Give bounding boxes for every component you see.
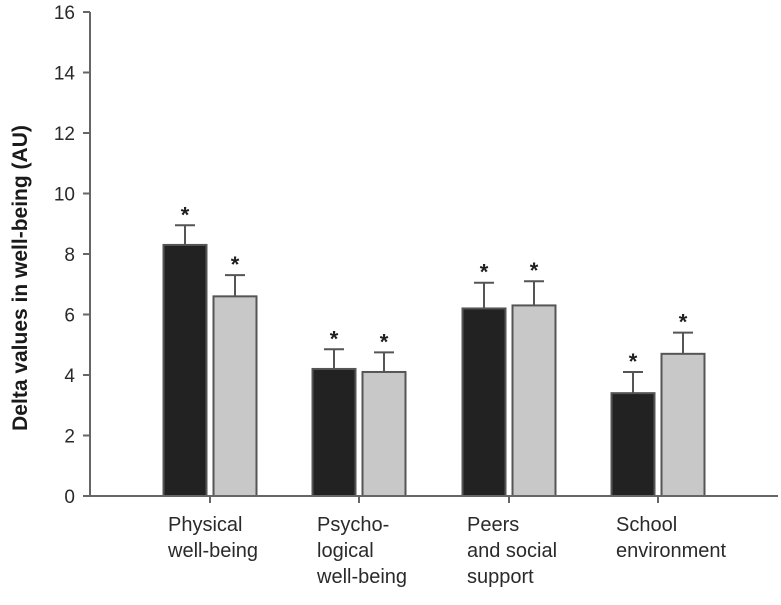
category-label-3-line-1: Peers bbox=[467, 514, 519, 536]
significance-star-series2-4: * bbox=[679, 310, 688, 335]
significance-star-series2-2: * bbox=[380, 329, 389, 354]
y-tick-label-6: 6 bbox=[64, 306, 75, 327]
category-label-4-line-1: School bbox=[616, 514, 677, 536]
bars bbox=[162, 243, 706, 498]
bar-series1-3 bbox=[461, 307, 507, 498]
significance-star-series1-4: * bbox=[629, 349, 638, 374]
y-tick-label-14: 14 bbox=[54, 64, 76, 85]
bar-series2-3 bbox=[511, 304, 557, 497]
category-label-2-line-1: Psycho- bbox=[317, 514, 389, 536]
category-label-2-line-2: logical bbox=[317, 540, 374, 562]
y-tick-label-12: 12 bbox=[54, 124, 75, 145]
bar-series2-4 bbox=[660, 352, 706, 498]
bar-series2-2 bbox=[361, 370, 407, 498]
y-tick-label-16: 16 bbox=[54, 3, 75, 24]
bar-series2-1 bbox=[212, 295, 258, 497]
significance-star-series2-3: * bbox=[530, 258, 539, 283]
significance-star-series1-3: * bbox=[480, 260, 489, 285]
x-ticks: Physical well-being Psycho-logical well-bei… bbox=[167, 496, 727, 588]
category-label-4-line-2: environment bbox=[616, 540, 727, 562]
category-label-1-line-1: Physical bbox=[168, 514, 242, 536]
y-tick-label-8: 8 bbox=[64, 245, 75, 266]
significance-markers: * * * * * * * * bbox=[181, 202, 688, 374]
significance-star-series1-1: * bbox=[181, 202, 190, 227]
category-label-3-line-3: support bbox=[467, 566, 534, 588]
y-tick-label-2: 2 bbox=[64, 427, 75, 448]
significance-star-series2-1: * bbox=[231, 252, 240, 277]
y-ticks: 0 2 4 6 8 10 12 14 16 bbox=[54, 3, 90, 508]
y-axis-label: Delta values in well-being (AU) bbox=[9, 125, 32, 431]
bar-series1-2 bbox=[311, 367, 357, 498]
bar-series1-1 bbox=[162, 243, 208, 497]
category-label-3-line-2: and social bbox=[467, 540, 557, 562]
y-tick-label-4: 4 bbox=[64, 366, 75, 387]
error-bars bbox=[175, 224, 693, 394]
category-label-2-line-3: well-being bbox=[316, 566, 407, 588]
significance-star-series1-2: * bbox=[330, 326, 339, 351]
y-tick-label-0: 0 bbox=[64, 487, 75, 508]
y-axis-label-group: Delta values in well-being (AU) bbox=[9, 125, 32, 431]
category-label-1-line-2: well-being bbox=[167, 540, 258, 562]
bar-series1-4 bbox=[610, 392, 656, 497]
y-tick-label-10: 10 bbox=[54, 185, 75, 206]
